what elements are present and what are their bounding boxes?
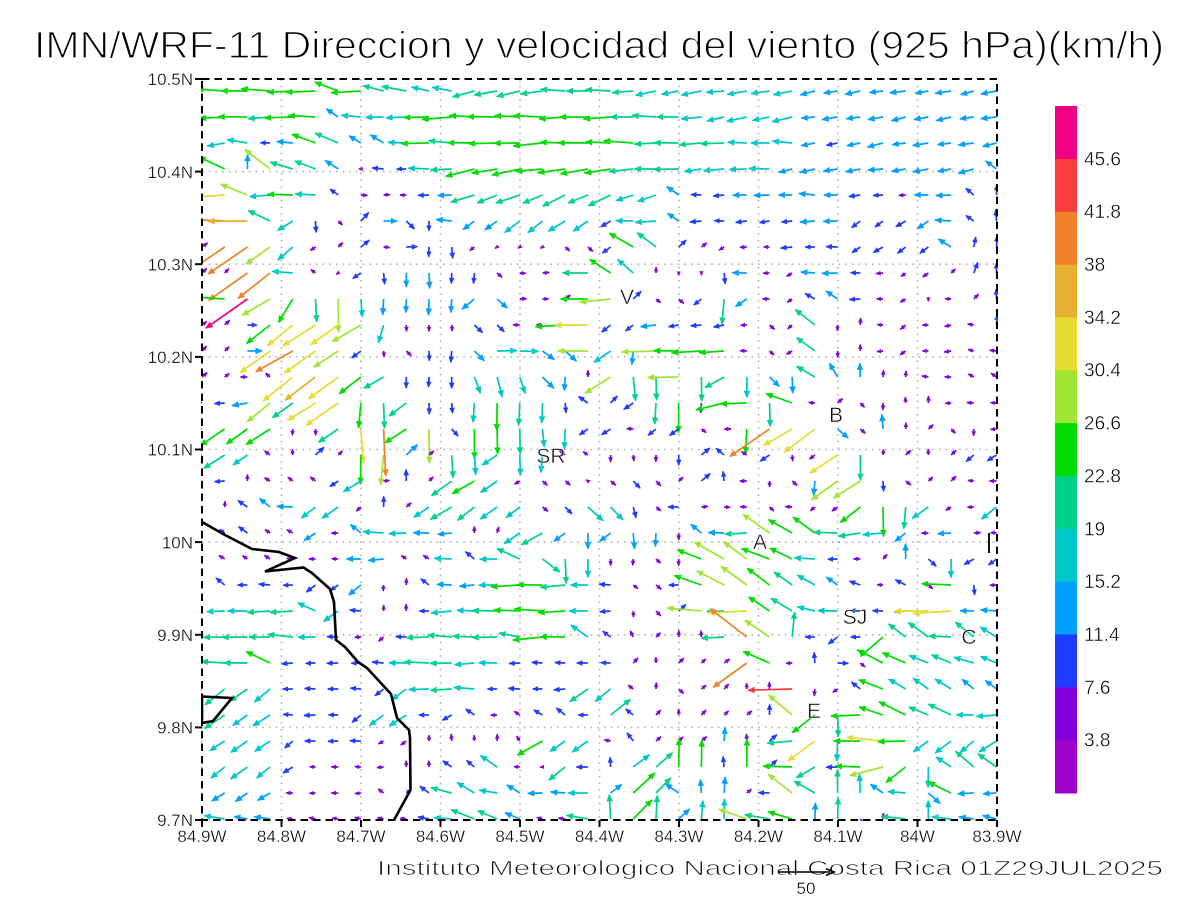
svg-text:SR: SR <box>536 445 565 468</box>
svg-text:84.3W: 84.3W <box>654 827 703 846</box>
svg-text:84.6W: 84.6W <box>416 827 465 846</box>
svg-text:84.1W: 84.1W <box>813 827 862 846</box>
svg-text:9.9N: 9.9N <box>157 626 193 645</box>
svg-text:10.2N: 10.2N <box>148 348 193 367</box>
svg-text:84.8W: 84.8W <box>257 827 306 846</box>
svg-text:22.8: 22.8 <box>1084 466 1121 487</box>
svg-text:10.4N: 10.4N <box>148 163 193 182</box>
svg-text:Instituto Meteorologico Nacion: Instituto Meteorologico Nacional Costa R… <box>377 858 1163 880</box>
svg-text:C: C <box>961 626 976 649</box>
svg-text:10N: 10N <box>162 533 193 552</box>
svg-text:84.5W: 84.5W <box>495 827 544 846</box>
svg-text:41.8: 41.8 <box>1084 202 1121 223</box>
svg-text:7.6: 7.6 <box>1084 678 1110 699</box>
svg-text:26.6: 26.6 <box>1084 414 1121 435</box>
svg-text:SJ: SJ <box>843 606 868 629</box>
svg-text:B: B <box>829 404 843 427</box>
svg-text:30.4: 30.4 <box>1084 361 1121 382</box>
svg-text:IMN/WRF-11 Direccion y velocid: IMN/WRF-11 Direccion y velocidad del vie… <box>34 25 1164 67</box>
svg-text:15.2: 15.2 <box>1084 572 1121 593</box>
svg-text:34.2: 34.2 <box>1084 308 1121 329</box>
svg-text:3.8: 3.8 <box>1084 731 1110 752</box>
svg-text:50: 50 <box>797 879 816 898</box>
svg-text:11.4: 11.4 <box>1084 625 1120 646</box>
svg-text:84W: 84W <box>900 827 935 846</box>
svg-text:9.8N: 9.8N <box>157 719 193 738</box>
svg-text:84.9W: 84.9W <box>177 827 226 846</box>
svg-text:84.7W: 84.7W <box>336 827 385 846</box>
svg-text:V: V <box>620 286 634 309</box>
svg-text:10.1N: 10.1N <box>148 441 193 460</box>
svg-text:83.9W: 83.9W <box>972 827 1021 846</box>
svg-text:E: E <box>807 700 821 723</box>
svg-text:9.7N: 9.7N <box>157 811 193 830</box>
svg-text:A: A <box>753 531 767 554</box>
svg-text:19: 19 <box>1084 519 1105 540</box>
svg-text:84.2W: 84.2W <box>734 827 783 846</box>
svg-text:10.5N: 10.5N <box>148 70 193 89</box>
svg-text:10.3N: 10.3N <box>148 255 193 274</box>
svg-text:45.6: 45.6 <box>1084 149 1121 170</box>
svg-text:38: 38 <box>1084 255 1105 276</box>
svg-text:84.4W: 84.4W <box>575 827 624 846</box>
